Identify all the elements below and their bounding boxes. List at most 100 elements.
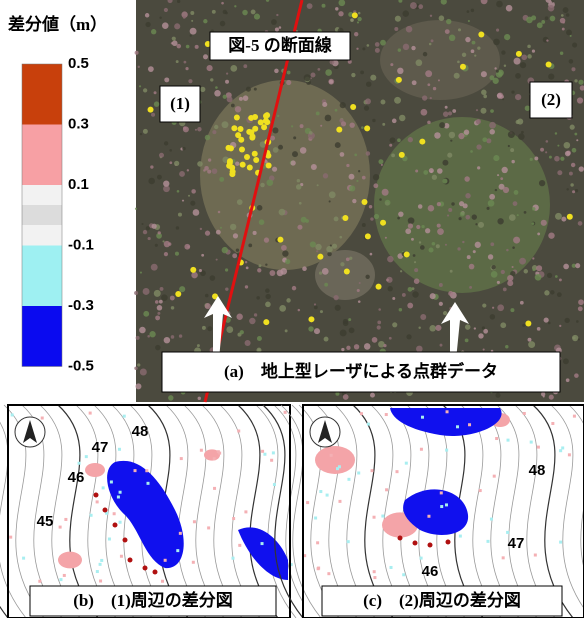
vegetation: [398, 211, 403, 216]
vegetation: [310, 241, 316, 247]
vegetation: [406, 334, 411, 339]
noise: [11, 413, 14, 416]
noise: [38, 580, 41, 583]
vegetation: [270, 136, 275, 141]
vegetation: [245, 261, 247, 263]
vegetation: [575, 189, 578, 192]
noise: [405, 462, 408, 465]
vegetation: [414, 268, 418, 272]
vegetation: [172, 37, 176, 41]
vegetation: [151, 29, 156, 34]
vegetation: [565, 151, 570, 156]
survey-point: [231, 125, 237, 131]
vegetation: [154, 101, 160, 107]
vegetation: [483, 95, 487, 99]
vegetation: [578, 338, 580, 340]
vegetation: [508, 131, 515, 138]
vegetation: [536, 265, 542, 271]
vegetation: [171, 306, 174, 309]
vegetation: [452, 109, 456, 113]
noise: [273, 483, 276, 486]
vegetation: [184, 61, 187, 64]
survey-point: [261, 124, 267, 130]
noise: [493, 475, 496, 478]
vegetation: [151, 113, 155, 117]
vegetation: [571, 67, 575, 71]
vegetation: [362, 176, 366, 180]
survey-point: [308, 316, 314, 322]
vegetation: [316, 250, 318, 252]
vegetation: [314, 328, 320, 334]
vegetation: [400, 270, 402, 272]
legend-label: 0.5: [68, 55, 89, 72]
vegetation: [521, 131, 524, 134]
noise: [164, 559, 167, 562]
vegetation: [469, 264, 475, 270]
noise: [551, 422, 554, 425]
vegetation: [374, 214, 379, 219]
vegetation: [561, 14, 564, 17]
vegetation: [576, 320, 579, 323]
survey-point: [350, 104, 356, 110]
vegetation: [389, 144, 392, 147]
noise: [420, 557, 423, 560]
survey-point: [103, 508, 108, 513]
vegetation: [469, 286, 472, 289]
noise: [9, 536, 12, 539]
vegetation: [475, 242, 481, 248]
legend-label: -0.1: [68, 236, 94, 253]
vegetation: [476, 109, 478, 111]
vegetation: [578, 221, 583, 226]
vegetation: [140, 133, 142, 135]
vegetation: [150, 165, 153, 168]
vegetation: [360, 71, 364, 75]
survey-point: [342, 215, 348, 221]
vegetation: [474, 54, 476, 56]
contour-label: 48: [529, 462, 546, 479]
vegetation: [271, 19, 277, 25]
vegetation: [379, 198, 382, 201]
vegetation: [397, 217, 400, 220]
vegetation: [339, 236, 342, 239]
vegetation: [477, 166, 480, 169]
vegetation: [537, 327, 541, 331]
vegetation: [265, 302, 271, 308]
vegetation: [389, 337, 392, 340]
vegetation: [429, 168, 434, 173]
vegetation: [516, 120, 520, 124]
vegetation: [135, 51, 139, 55]
vegetation: [544, 290, 549, 295]
vegetation: [214, 90, 221, 97]
vegetation: [334, 217, 339, 222]
vegetation: [442, 160, 448, 166]
survey-point: [230, 169, 236, 175]
noise: [338, 500, 341, 503]
vegetation: [274, 69, 279, 74]
vegetation: [157, 305, 163, 311]
vegetation: [190, 28, 197, 35]
vegetation: [154, 290, 161, 297]
vegetation: [311, 73, 316, 78]
vegetation: [272, 167, 277, 172]
noise: [561, 446, 564, 449]
vegetation: [411, 46, 415, 50]
vegetation: [269, 270, 275, 276]
vegetation: [157, 175, 162, 180]
vegetation: [177, 44, 181, 48]
vegetation: [509, 214, 516, 221]
vegetation: [236, 314, 242, 320]
noise: [22, 557, 25, 560]
vegetation: [139, 85, 141, 87]
vegetation: [203, 19, 207, 23]
vegetation: [235, 162, 239, 166]
vegetation: [350, 18, 354, 22]
noise: [193, 520, 196, 523]
noise: [468, 423, 471, 426]
vegetation: [370, 217, 373, 220]
vegetation: [222, 247, 228, 253]
vegetation: [159, 17, 161, 19]
noise: [145, 469, 148, 472]
vegetation: [579, 166, 584, 171]
survey-point: [399, 152, 405, 158]
vegetation: [143, 88, 147, 92]
